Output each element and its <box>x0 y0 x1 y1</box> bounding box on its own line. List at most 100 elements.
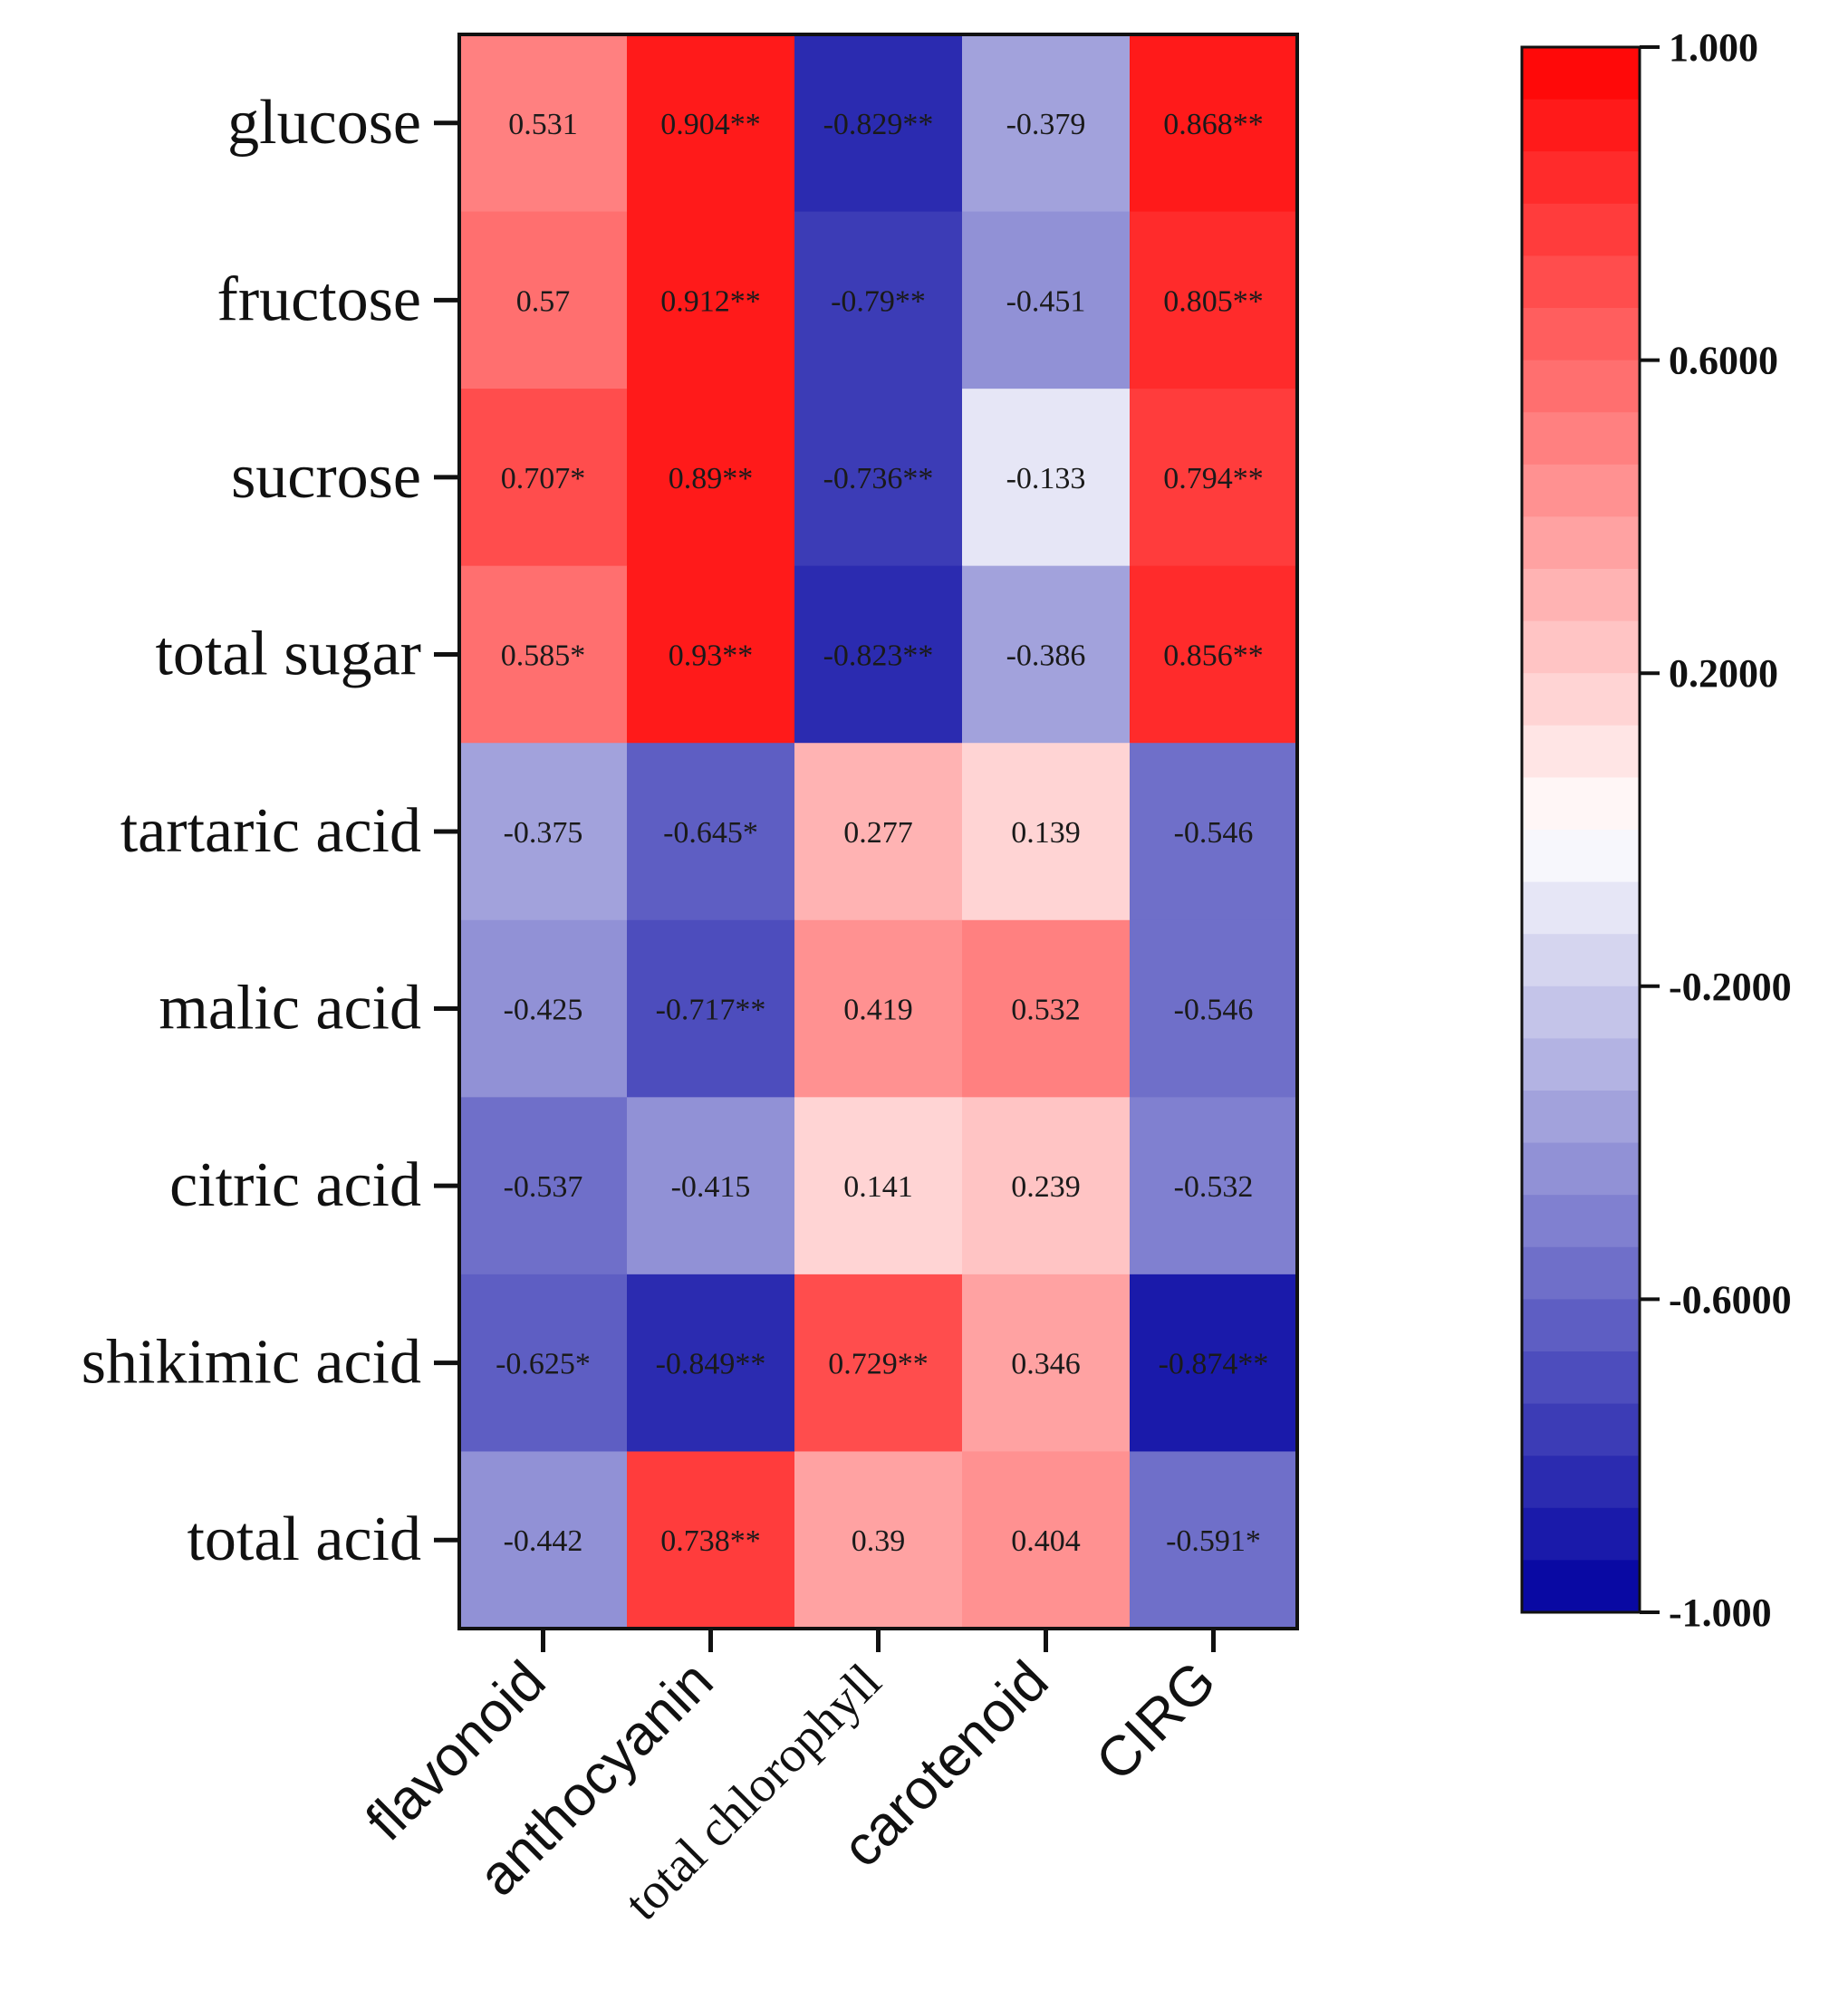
legend-swatch-27 <box>1522 1456 1640 1509</box>
legend-swatch-0 <box>1522 47 1640 101</box>
legend-swatch-12 <box>1522 673 1640 726</box>
heatmap-cell-3-0 <box>459 565 628 744</box>
heatmap-cell-2-3 <box>962 389 1131 567</box>
legend-swatch-19 <box>1522 1038 1640 1091</box>
legend-tick-label-1: 0.6000 <box>1669 339 1778 383</box>
legend-swatch-18 <box>1522 985 1640 1039</box>
heatmap-cell-0-2 <box>794 34 963 213</box>
legend-tick-label-5: -1.000 <box>1669 1591 1772 1635</box>
legend-swatch-10 <box>1522 569 1640 622</box>
cell-value-label-8-1: 0.738** <box>660 1524 761 1558</box>
cell-value-label-5-0: -0.425 <box>504 994 583 1027</box>
cell-value-label-0-3: -0.379 <box>1006 108 1086 141</box>
cell-value-label-3-1: 0.93** <box>669 639 754 672</box>
row-label-8: total acid <box>187 1505 421 1574</box>
heatmap-cell-8-0 <box>459 1451 628 1629</box>
cell-value-label-6-1: -0.415 <box>671 1170 751 1204</box>
legend-swatch-21 <box>1522 1142 1640 1196</box>
cell-value-label-1-2: -0.79** <box>831 284 926 318</box>
heatmap-cell-2-1 <box>627 389 795 567</box>
legend-swatch-22 <box>1522 1195 1640 1248</box>
cell-value-label-1-1: 0.912** <box>660 284 761 318</box>
legend-swatch-29 <box>1522 1560 1640 1613</box>
heatmap-cell-4-2 <box>794 743 963 921</box>
cell-value-label-1-3: -0.451 <box>1006 284 1086 318</box>
cell-value-label-0-0: 0.531 <box>508 108 578 141</box>
cell-value-label-4-4: -0.546 <box>1174 816 1254 850</box>
legend-swatch-1 <box>1522 99 1640 152</box>
legend-tick-label-3: -0.2000 <box>1669 965 1792 1009</box>
cell-value-label-3-2: -0.823** <box>823 639 934 672</box>
row-label-0: glucose <box>227 88 421 158</box>
heatmap-cell-8-1 <box>627 1451 795 1629</box>
legend-swatch-13 <box>1522 725 1640 778</box>
cell-value-label-4-2: 0.277 <box>843 816 913 850</box>
legend-swatch-7 <box>1522 412 1640 466</box>
legend-swatch-16 <box>1522 881 1640 935</box>
row-axis: glucose fructose sucrose total sugar tartari… <box>82 88 459 1574</box>
heatmap-cell-1-1 <box>627 211 795 389</box>
heatmap-cell-7-1 <box>627 1274 795 1452</box>
cell-value-label-6-0: -0.537 <box>504 1170 583 1204</box>
legend-swatch-28 <box>1522 1507 1640 1561</box>
cell-value-label-2-0: 0.707* <box>501 462 586 495</box>
cell-value-label-6-4: -0.532 <box>1174 1170 1254 1204</box>
legend-swatch-5 <box>1522 308 1640 361</box>
legend-swatch-2 <box>1522 151 1640 205</box>
heatmap-cell-0-0 <box>459 34 628 213</box>
legend-tick-label-4: -0.6000 <box>1669 1277 1792 1322</box>
heatmap-cell-5-2 <box>794 919 963 1098</box>
legend-swatch-9 <box>1522 516 1640 570</box>
heatmap-cell-6-4 <box>1130 1097 1298 1275</box>
heatmap-cell-0-4 <box>1130 34 1298 213</box>
heatmap-cell-8-4 <box>1130 1451 1298 1629</box>
heatmap-cell-1-2 <box>794 211 963 389</box>
heatmap-cell-4-1 <box>627 743 795 921</box>
cell-value-label-5-3: 0.532 <box>1011 994 1081 1027</box>
legend-swatch-26 <box>1522 1403 1640 1456</box>
legend-swatch-17 <box>1522 934 1640 987</box>
legend-swatch-3 <box>1522 203 1640 256</box>
heatmap-cell-5-0 <box>459 919 628 1098</box>
row-label-2: sucrose <box>231 442 421 512</box>
legend-tick-label-2: 0.2000 <box>1669 651 1778 696</box>
cell-value-label-0-2: -0.829** <box>823 108 934 141</box>
legend-swatch-6 <box>1522 360 1640 413</box>
heatmap-cell-7-4 <box>1130 1274 1298 1452</box>
row-label-5: malic acid <box>159 974 421 1043</box>
heatmap-cell-0-3 <box>962 34 1131 213</box>
cell-value-label-2-3: -0.133 <box>1006 462 1086 495</box>
cell-value-label-6-2: 0.141 <box>843 1170 913 1204</box>
cell-value-label-7-0: -0.625* <box>496 1348 591 1381</box>
row-label-6: citric acid <box>169 1150 421 1220</box>
heatmap-cell-7-2 <box>794 1274 963 1452</box>
cell-value-label-4-1: -0.645* <box>663 816 758 850</box>
row-label-1: fructose <box>217 264 421 334</box>
legend-swatch-4 <box>1522 255 1640 309</box>
cell-value-label-7-2: 0.729** <box>828 1348 929 1381</box>
cell-value-label-1-4: 0.805** <box>1163 284 1264 318</box>
cell-value-label-1-0: 0.57 <box>516 284 571 318</box>
cell-value-label-0-4: 0.868** <box>1163 108 1264 141</box>
color-legend: 1.000 0.6000 0.2000 -0.2000 -0.6000 -1.000 <box>1520 25 1792 1635</box>
heatmap-cell-3-3 <box>962 565 1131 744</box>
cell-value-label-4-3: 0.139 <box>1011 816 1081 850</box>
legend-swatch-14 <box>1522 777 1640 831</box>
legend-swatch-15 <box>1522 830 1640 883</box>
heatmap-cell-7-3 <box>962 1274 1131 1452</box>
cell-value-label-6-3: 0.239 <box>1011 1170 1081 1204</box>
cell-value-label-3-0: 0.585* <box>501 639 586 672</box>
heatmap-cell-1-0 <box>459 211 628 389</box>
heatmap-cell-labels: 0.531 0.904** -0.829** -0.379 0.868** 0.57 0.9… <box>496 108 1268 1558</box>
heatmap-cell-4-3 <box>962 743 1131 921</box>
legend-swatch-8 <box>1522 464 1640 517</box>
cell-value-label-3-3: -0.386 <box>1006 639 1086 672</box>
heatmap-cell-3-4 <box>1130 565 1298 744</box>
cell-value-label-4-0: -0.375 <box>504 816 583 850</box>
heatmap-cell-1-3 <box>962 211 1131 389</box>
heatmap-cell-6-3 <box>962 1097 1131 1275</box>
heatmap-cells <box>459 34 1298 1629</box>
cell-value-label-8-3: 0.404 <box>1011 1524 1081 1558</box>
cell-value-label-8-4: -0.591* <box>1166 1524 1261 1558</box>
